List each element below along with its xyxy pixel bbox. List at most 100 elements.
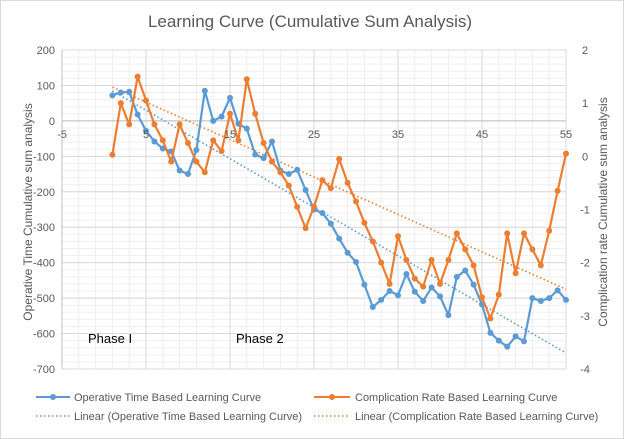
data-point-1: [445, 257, 452, 264]
data-point-0: [445, 312, 452, 319]
data-point-1: [159, 137, 166, 144]
y-tick-label: -400: [33, 258, 55, 270]
data-point-1: [420, 283, 427, 290]
data-point-1: [185, 140, 191, 147]
y2-tick-label: 1: [582, 98, 588, 110]
data-point-0: [327, 220, 334, 227]
y-axis-title: Operative Time Cumulative sum analysis: [21, 103, 35, 320]
data-point-1: [395, 233, 401, 240]
x-tick-label: 35: [392, 129, 404, 141]
data-point-1: [134, 73, 141, 80]
data-point-1: [495, 291, 502, 298]
data-point-0: [521, 338, 527, 345]
data-point-1: [361, 219, 368, 226]
y-tick-label: -600: [33, 329, 55, 341]
y2-tick-label: -2: [580, 258, 590, 270]
data-point-1: [470, 262, 477, 269]
data-point-0: [193, 146, 200, 153]
data-point-1: [462, 246, 469, 253]
data-point-0: [109, 92, 116, 99]
data-point-1: [386, 280, 393, 287]
data-point-1: [210, 137, 217, 144]
data-point-1: [554, 187, 561, 194]
y-tick-label: 0: [49, 116, 55, 128]
axes: [61, 50, 566, 369]
y-tick-label: -500: [33, 293, 55, 305]
data-point-1: [235, 137, 242, 144]
legend-label-complication-rate: Complication Rate Based Learning Curve: [355, 392, 557, 404]
data-point-0: [201, 87, 208, 94]
data-point-0: [563, 296, 569, 303]
major-gridlines: [61, 49, 567, 370]
data-point-1: [479, 294, 485, 301]
data-point-1: [411, 275, 418, 282]
data-point-0: [227, 94, 233, 101]
x-tick-label: 15: [224, 129, 236, 141]
x-tick-label: 45: [476, 129, 488, 141]
data-point-0: [126, 88, 133, 95]
data-point-1: [243, 76, 250, 83]
data-point-1: [504, 230, 511, 237]
data-point-1: [109, 151, 116, 158]
data-point-0: [428, 284, 435, 291]
data-point-0: [176, 167, 183, 174]
data-point-1: [563, 150, 569, 157]
data-point-1: [277, 169, 284, 176]
data-point-1: [546, 227, 553, 234]
data-point-1: [512, 270, 519, 277]
data-point-0: [487, 329, 494, 336]
data-point-0: [344, 249, 351, 256]
data-point-0: [243, 125, 250, 132]
x-tick-label: -5: [57, 129, 67, 141]
legend-item-linear-complication-rate: Linear (Complication Rate Based Learning…: [314, 411, 598, 423]
legend-label-linear-operative-time: Linear (Operative Time Based Learning Cu…: [74, 411, 302, 423]
series-line-1: [111, 75, 568, 320]
data-point-1: [453, 230, 460, 237]
data-point-1: [218, 148, 225, 155]
data-point-1: [117, 100, 124, 107]
data-point-1: [529, 246, 536, 253]
data-point-1: [344, 179, 351, 186]
data-point-0: [470, 281, 477, 288]
trendline-3: [112, 86, 567, 290]
data-point-0: [252, 151, 259, 158]
y2-tick-label: 0: [582, 151, 588, 163]
x-tick-label: 55: [560, 129, 572, 141]
y2-axis-title: Complication rate Cumulative sum analysi…: [596, 97, 610, 326]
data-point-0: [420, 297, 427, 304]
data-point-0: [218, 113, 225, 120]
legend-label-operative-time: Operative Time Based Learning Curve: [74, 392, 261, 404]
data-point-0: [361, 281, 368, 288]
data-point-0: [546, 295, 553, 302]
data-point-0: [336, 235, 343, 242]
data-point-0: [504, 343, 511, 350]
legend-label-linear-complication-rate: Linear (Complication Rate Based Learning…: [355, 411, 598, 423]
y-tick-label: 100: [37, 80, 55, 92]
data-point-0: [554, 287, 561, 294]
series-line-0: [112, 89, 567, 348]
data-point-0: [403, 271, 410, 278]
data-point-1: [252, 110, 259, 117]
data-point-1: [227, 110, 233, 117]
data-point-0: [529, 295, 536, 302]
data-point-1: [521, 230, 527, 237]
data-point-1: [193, 158, 200, 165]
data-point-1: [151, 121, 158, 128]
data-point-1: [336, 155, 343, 162]
x-tick-label: 5: [143, 129, 149, 141]
chart-title: Learning Curve (Cumulative Sum Analysis): [148, 12, 472, 31]
data-point-0: [495, 337, 502, 344]
data-point-1: [143, 97, 149, 104]
data-point-1: [269, 158, 275, 165]
data-point-0: [210, 117, 217, 124]
data-point-1: [260, 140, 267, 147]
data-point-0: [285, 171, 292, 178]
y2-tick-label: -3: [580, 311, 590, 323]
data-point-1: [311, 203, 317, 210]
data-point-1: [369, 238, 376, 245]
data-point-0: [437, 293, 443, 300]
data-point-0: [260, 155, 267, 162]
y-tick-label: -200: [33, 187, 55, 199]
data-point-0: [537, 297, 544, 304]
